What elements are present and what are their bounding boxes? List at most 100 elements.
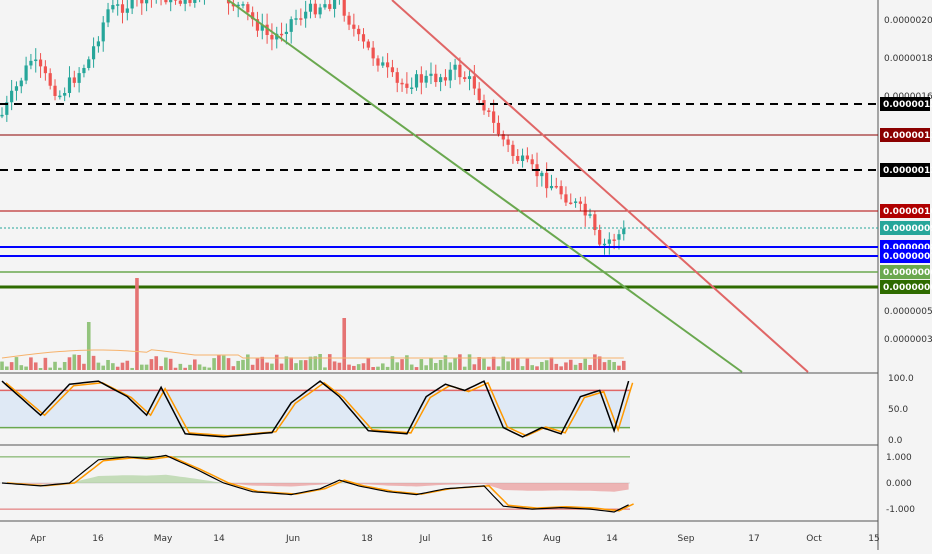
candle-body [58, 95, 62, 98]
volume-bar [482, 358, 486, 370]
candle-body [145, 0, 149, 4]
x-tick-label: Sep [678, 534, 695, 544]
volume-bar [38, 367, 43, 370]
candle-body [545, 172, 549, 189]
candle-body [602, 243, 607, 246]
volume-bar [178, 363, 183, 370]
volume-bar [33, 362, 38, 370]
candle-body [120, 4, 125, 13]
volume-bar [9, 362, 14, 370]
volume-bar [77, 354, 81, 370]
volume-bar [366, 358, 371, 370]
candle-body [554, 185, 558, 188]
osc-main-line [1, 454, 629, 513]
candle-body [419, 74, 423, 83]
level-badge [880, 97, 930, 111]
candle-body [453, 64, 457, 70]
volume-bar [111, 363, 115, 370]
candle-body [516, 155, 520, 162]
volume-bar [279, 363, 284, 370]
volume-bar [188, 364, 192, 370]
x-tick-label: Apr [30, 534, 46, 544]
candle-body [246, 4, 250, 13]
volume-bar [168, 358, 173, 370]
candle-body [390, 67, 395, 73]
candle-body [386, 62, 390, 68]
level-badge-label: 0.00000155 [883, 100, 932, 110]
volume-bar [564, 362, 568, 370]
volume-bar [58, 367, 62, 370]
volume-bar [462, 366, 467, 370]
volume-bar [434, 363, 438, 370]
volume-bar [429, 358, 433, 370]
candle-body [371, 47, 375, 59]
candle-body [226, 0, 231, 4]
volume-bar [255, 358, 260, 370]
candle-body [366, 41, 370, 48]
stoch-band-fill [0, 390, 630, 428]
candle-body [140, 0, 144, 4]
candle-body [607, 239, 611, 244]
volume-bar [607, 359, 612, 370]
candle-body [381, 62, 385, 66]
volume-bar [371, 367, 375, 370]
candle-body [265, 24, 269, 35]
candle-body [448, 69, 452, 81]
candle-body [395, 72, 399, 83]
volume-bar [390, 356, 395, 370]
candle-body [116, 4, 120, 6]
volume-bar [554, 363, 559, 370]
volume-bar [588, 364, 592, 370]
candle-body [439, 77, 443, 83]
volume-bar [246, 354, 250, 370]
volume-bar [472, 364, 477, 370]
volume-bar [91, 355, 96, 370]
level-badge [880, 221, 930, 235]
osc-positive-area [2, 474, 629, 483]
volume-bar [491, 356, 496, 370]
osc-negative-area [2, 483, 629, 492]
candle-body [520, 155, 525, 162]
x-tick-label: 15 [868, 534, 879, 544]
candle-body [275, 33, 279, 40]
level-badge [880, 163, 930, 177]
stoch-layer [0, 380, 634, 438]
candle-body [482, 100, 486, 111]
volume-bar [414, 367, 419, 370]
candle-body [400, 82, 404, 85]
level-badge-label: 0.00000069 [883, 268, 932, 278]
candle-body [125, 8, 129, 13]
candle-body [463, 77, 467, 80]
volume-bar [14, 357, 19, 370]
volume-bar [202, 366, 207, 370]
x-tick-label: 14 [213, 534, 225, 544]
volume-bar [101, 365, 106, 370]
candle-body [188, 0, 192, 3]
volume-bar [376, 366, 380, 370]
candle-body [376, 58, 380, 66]
candle-body [178, 0, 182, 4]
candle-body [564, 194, 568, 203]
candle-body [5, 102, 9, 115]
candle-body [111, 5, 115, 10]
volume-bar [0, 361, 4, 370]
volume-bar [568, 359, 573, 370]
volume-bar [183, 367, 187, 370]
x-tick-label: 16 [481, 534, 493, 544]
grid-layer [0, 0, 879, 550]
volume-bar [241, 359, 245, 370]
volume-bar [24, 366, 28, 370]
level-badge-label: 0.00000082 [883, 243, 932, 253]
candle-body [467, 76, 472, 80]
candle-body [164, 0, 168, 3]
candle-body [559, 186, 563, 195]
volume-bar [409, 364, 414, 370]
osc-axis-label: 0.000 [886, 479, 912, 489]
x-tick-label: 17 [748, 534, 759, 544]
osc-axis-label: -1.000 [886, 505, 915, 515]
trendline-support [227, 0, 743, 373]
volume-bar [139, 364, 144, 370]
